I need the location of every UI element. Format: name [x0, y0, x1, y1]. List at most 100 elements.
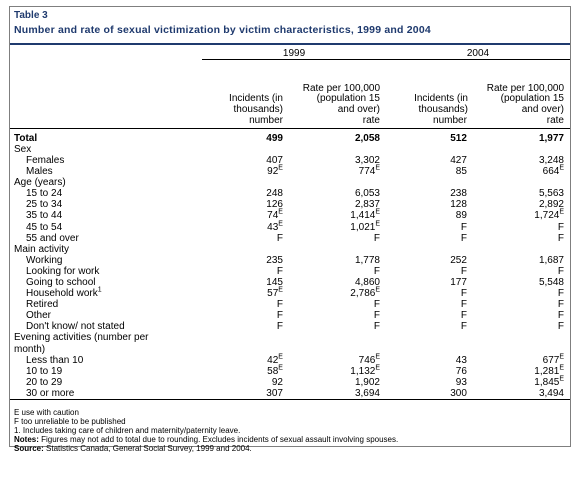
- quality-flag: E: [559, 364, 564, 372]
- incidents-header-text: Incidents (in thousands): [229, 93, 283, 116]
- year-header-2004: 2004: [386, 45, 570, 60]
- cell-value: 1,687: [538, 254, 564, 266]
- row-label-text: Other: [26, 310, 52, 322]
- table-cell: [473, 332, 570, 343]
- cell-value: 89: [455, 210, 467, 222]
- table-row: 10 to 19 58E 1,132E 76 1,281E: [10, 364, 570, 377]
- row-label: 35 to 44: [10, 210, 202, 221]
- section-row: Sex: [10, 144, 570, 155]
- rate-header-1999: Rate per 100,000 (population 15 and over…: [289, 60, 386, 117]
- footnote-1: 1. Includes taking care of children and …: [14, 426, 241, 435]
- cell-value: F: [460, 232, 467, 244]
- cell-value: 5,548: [538, 277, 564, 289]
- cell-value: 57: [267, 288, 279, 300]
- row-label: Looking for work: [10, 266, 202, 277]
- table-row: Looking for work F F F F: [10, 266, 570, 277]
- cell-value: 774: [358, 166, 376, 178]
- table-cell: 2,837: [289, 199, 386, 210]
- cell-value: F: [460, 321, 467, 333]
- table-cell: F: [386, 233, 473, 244]
- table-cell: F: [202, 310, 289, 321]
- table-cell: [473, 144, 570, 155]
- cell-value: 1,845: [534, 376, 560, 388]
- cell-value: F: [557, 221, 564, 233]
- table-cell: 92: [202, 377, 289, 388]
- quality-flag: E: [278, 209, 283, 217]
- table-cell: F: [289, 321, 386, 332]
- quality-flag: E: [375, 364, 380, 372]
- table-row: 20 to 29 92 1,902 93 1,845E: [10, 375, 570, 388]
- table-cell: 89: [386, 210, 473, 221]
- table-cell: F: [386, 299, 473, 310]
- table-row: Males 92E 774E 85 664E: [10, 164, 570, 178]
- table-cell: F: [202, 321, 289, 332]
- cell-value: 93: [455, 376, 467, 388]
- row-label: Working: [10, 255, 202, 266]
- table-cell: [289, 332, 386, 343]
- row-label-text: 25 to 34: [26, 199, 63, 211]
- row-label: 25 to 34: [10, 199, 202, 210]
- table-cell: 512: [386, 128, 473, 144]
- table-cell: 427: [386, 155, 473, 166]
- data-table: 1999 2004 Incidents (in thousands) Rate …: [10, 45, 570, 401]
- table-cell: 1,977: [473, 128, 570, 144]
- table-row: 55 and over F F F F: [10, 233, 570, 244]
- quality-flag: E: [278, 286, 283, 294]
- quality-flag: E: [375, 209, 380, 217]
- table-cell: 6,053: [289, 188, 386, 199]
- cell-value: 2,058: [354, 132, 380, 144]
- table-row: Retired F F F F: [10, 299, 570, 310]
- table-cell: 1,778: [289, 255, 386, 266]
- table-cell: 1,724E: [473, 209, 570, 221]
- cell-value: 76: [455, 365, 467, 377]
- cell-value: F: [557, 265, 564, 277]
- footnote-f: F too unreliable to be published: [14, 417, 126, 426]
- quality-flag: E: [559, 353, 564, 361]
- table-title: Number and rate of sexual victimization …: [14, 24, 431, 36]
- table-row: 30 or more 307 3,694 300 3,494: [10, 387, 570, 401]
- table-cell: [202, 144, 289, 155]
- cell-value: F: [557, 310, 564, 322]
- incidents-header-text: Incidents (in thousands): [414, 93, 468, 116]
- notes-text: Figures may not add to total due to roun…: [38, 435, 399, 444]
- table-cell: [386, 332, 473, 343]
- cell-value: 4,860: [354, 277, 380, 289]
- row-label: 45 to 54: [10, 222, 202, 233]
- row-label-text: Household work: [26, 288, 98, 300]
- notes-label: Notes:: [14, 435, 39, 444]
- table-cell: 92E: [202, 164, 289, 177]
- rate-header-text: Rate per 100,000 (population 15 and over…: [302, 82, 380, 116]
- table-row: Females 407 3,302 427 3,248: [10, 155, 570, 166]
- quality-flag: E: [278, 164, 283, 172]
- table-cell: 1,845E: [473, 375, 570, 388]
- quality-flag: E: [559, 375, 564, 383]
- footnotes: E use with caution F too unreliable to b…: [14, 408, 398, 453]
- table-cell: 1,132E: [289, 364, 386, 377]
- cell-value: 307: [266, 387, 283, 399]
- table-cell: 93: [386, 377, 473, 388]
- unit-rate-2004: rate: [472, 115, 570, 129]
- incidents-header-2004: Incidents (in thousands): [386, 60, 473, 117]
- table-cell: F: [289, 299, 386, 310]
- cell-value: F: [276, 299, 283, 311]
- table-row: Don't know/ not stated F F F F: [10, 321, 570, 332]
- row-label-text: Sex: [14, 143, 32, 155]
- unit-incidents-1999: number: [202, 115, 289, 129]
- table-cell: 1,021E: [289, 220, 386, 233]
- cell-value: 85: [455, 166, 467, 178]
- cell-value: F: [373, 232, 380, 244]
- table-cell: 128: [386, 199, 473, 210]
- title-bar: Table 3 Number and rate of sexual victim…: [10, 7, 570, 45]
- row-label-text: Looking for work: [26, 265, 100, 277]
- row-label-text: Less than 10: [26, 354, 84, 366]
- table-row: 25 to 34 126 2,837 128 2,892: [10, 199, 570, 210]
- quality-flag: E: [559, 209, 564, 217]
- table-cell: 57E: [202, 286, 289, 300]
- table-cell: F: [202, 299, 289, 310]
- table-row: Working 235 1,778 252 1,687: [10, 255, 570, 266]
- table-cell: 3,302: [289, 155, 386, 166]
- table-cell: F: [289, 310, 386, 321]
- table-cell: 76: [386, 366, 473, 377]
- row-label-text: 55 and over: [26, 232, 79, 244]
- row-label: 20 to 29: [10, 377, 202, 388]
